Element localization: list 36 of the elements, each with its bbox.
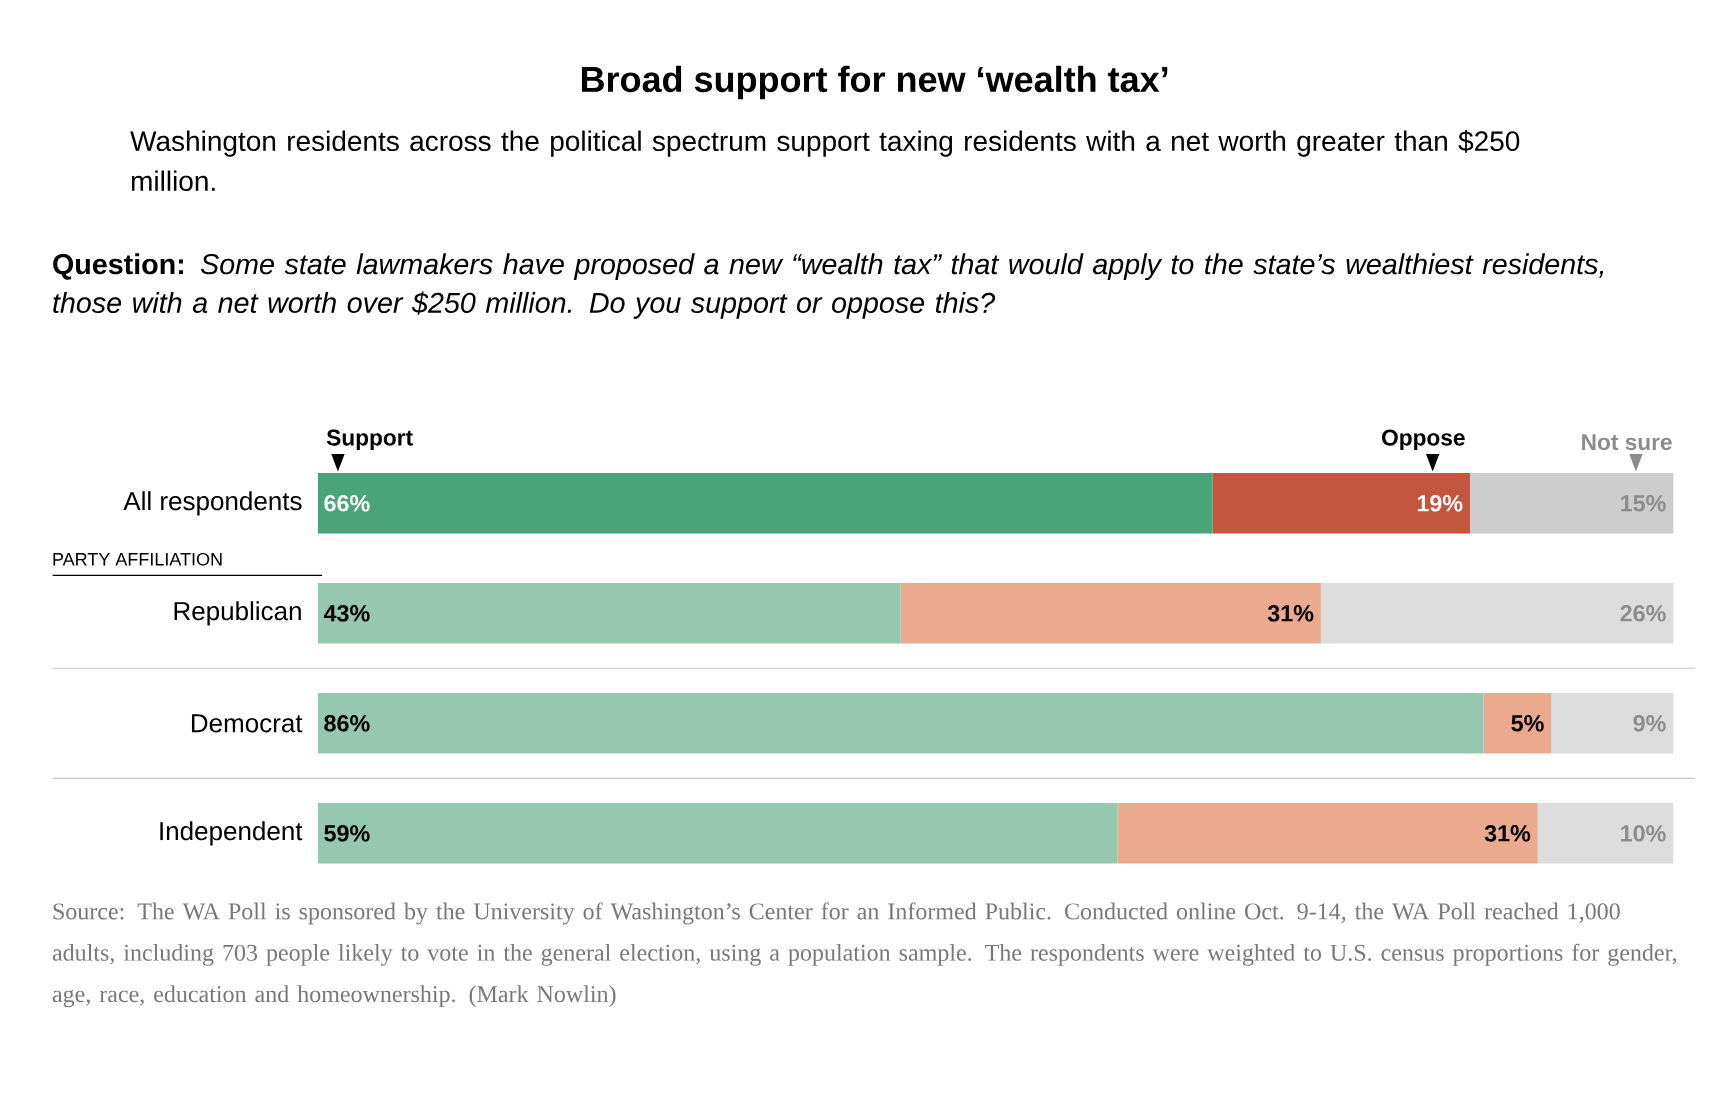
data-label: 86% — [324, 715, 370, 732]
series-label: Not sure — [1582, 434, 1672, 451]
data-label: 9% — [1633, 715, 1666, 732]
data-label: 59% — [324, 825, 370, 842]
data-label: 26% — [1620, 605, 1666, 622]
series-label: Support — [326, 429, 413, 451]
text: Question: Some state lawmakers have proposed a new “wealth tax” that would apply to the state’s wealthiest residents, those with a net worth over $250 million. Do you support or oppose this? — [53, 253, 1604, 319]
data-label: 15% — [1621, 495, 1666, 512]
data-label: 31% — [1484, 825, 1531, 842]
bar — [317, 583, 901, 644]
bar — [1537, 803, 1674, 864]
source-note: Source: The WA Poll is sponsored by the University of Washington’s Center for an Informed Public. Conducted online Oct. 9-14, the WA Poll reached 1,000 adults, including 703 people likely to vote in the general election, using a population sample. The respondents were weighted to U.S. census proportions for gender, age, race, education and homeownership. (Mark Nowlin) — [52, 902, 1677, 1008]
bar — [317, 803, 1118, 864]
bar — [900, 583, 1321, 644]
data-label: 31% — [1267, 605, 1314, 622]
chart-title: Broad support for new ‘wealth tax’ — [581, 65, 1168, 100]
y-tick-label: All respondents — [123, 491, 302, 516]
bar — [1117, 803, 1538, 864]
data-label: 19% — [1417, 495, 1463, 512]
bar — [317, 473, 1213, 534]
text: PARTY AFFILIATION — [53, 553, 222, 566]
y-tick-label: Democrat — [191, 714, 303, 733]
data-label: 66% — [324, 495, 370, 512]
chart-subtitle: Washington residents across the political spectrum support taxing residents with a net worth greater than $250 million. — [130, 130, 1520, 192]
bar — [1551, 693, 1674, 754]
bar — [1212, 473, 1470, 534]
bar — [1469, 473, 1674, 534]
y-tick-label: Republican — [174, 601, 301, 626]
data-label: 5% — [1511, 715, 1544, 732]
bar — [1483, 693, 1552, 754]
bar — [317, 693, 1484, 754]
y-tick-label: Independent — [160, 821, 303, 846]
series-label: Oppose — [1382, 429, 1465, 451]
data-label: 10% — [1621, 825, 1666, 842]
data-label: 43% — [323, 605, 370, 622]
bar — [1320, 583, 1674, 644]
